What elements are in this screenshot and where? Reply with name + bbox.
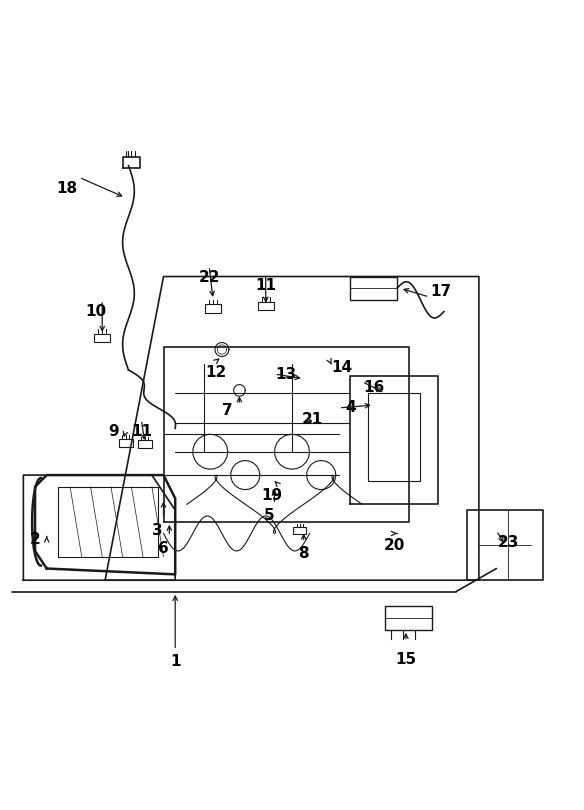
Text: 12: 12 <box>206 365 227 381</box>
Text: 9: 9 <box>109 424 119 439</box>
Bar <box>294 527 306 534</box>
Text: 16: 16 <box>363 380 384 395</box>
Bar <box>205 305 221 313</box>
Text: 21: 21 <box>302 412 323 427</box>
Text: 20: 20 <box>384 538 405 552</box>
Bar <box>258 301 273 310</box>
Bar <box>350 276 397 300</box>
Text: 6: 6 <box>158 540 169 556</box>
Text: 22: 22 <box>199 271 220 285</box>
Bar <box>119 439 133 446</box>
Text: 13: 13 <box>276 367 297 382</box>
Text: 8: 8 <box>298 547 309 561</box>
Text: 11: 11 <box>255 278 276 292</box>
Bar <box>94 334 110 342</box>
Text: 2: 2 <box>30 532 40 547</box>
Bar <box>385 607 432 630</box>
Bar <box>138 441 152 448</box>
Text: 3: 3 <box>152 523 163 538</box>
Text: 5: 5 <box>263 509 274 523</box>
Text: 15: 15 <box>395 651 416 667</box>
Text: 19: 19 <box>261 488 282 503</box>
Text: 23: 23 <box>498 535 519 550</box>
Text: 1: 1 <box>170 654 180 669</box>
Text: 4: 4 <box>345 400 356 416</box>
Text: 10: 10 <box>86 304 107 319</box>
Text: 17: 17 <box>430 284 451 299</box>
Text: 11: 11 <box>131 424 152 439</box>
Text: 7: 7 <box>223 403 233 418</box>
Text: 14: 14 <box>331 360 352 374</box>
Text: 18: 18 <box>57 181 78 196</box>
